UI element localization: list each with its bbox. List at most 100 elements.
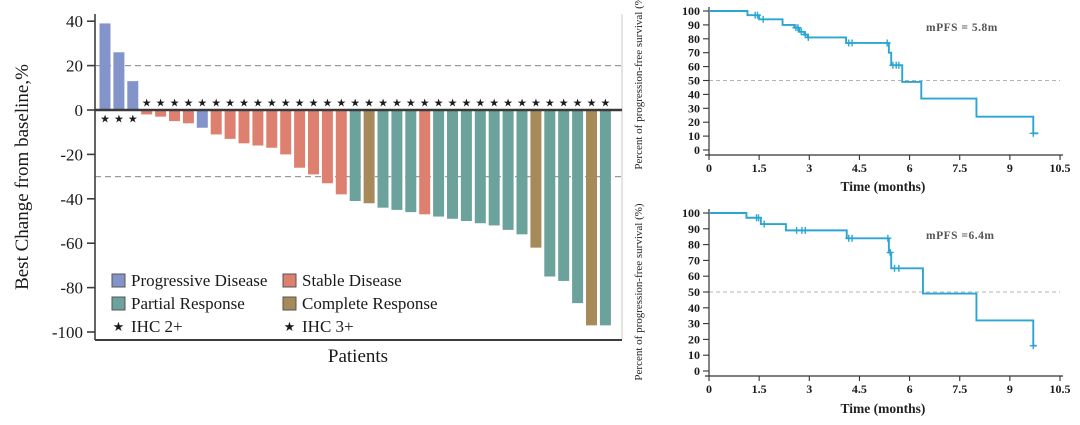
y-tick-label: 40 xyxy=(688,87,700,101)
legend-star-icon: ★ xyxy=(113,319,125,334)
ihc3-star-icon: ★ xyxy=(475,98,485,110)
ihc2-star-icon: ★ xyxy=(420,98,430,110)
ihc2-star-icon: ★ xyxy=(406,98,416,110)
bar-stable_disease xyxy=(321,110,333,184)
ihc3-star-icon: ★ xyxy=(600,98,610,110)
y-tick-label: 40 xyxy=(688,301,700,315)
bar-stable_disease xyxy=(238,110,250,144)
bar-partial_response xyxy=(447,110,458,219)
bar-partial_response xyxy=(572,110,584,304)
ihc3-star-icon: ★ xyxy=(559,98,569,110)
y-tick-label: -100 xyxy=(52,323,83,342)
y-tick-label: 60 xyxy=(688,269,700,283)
x-tick-label: 10.5 xyxy=(1050,161,1071,175)
bar-complete_response xyxy=(363,110,375,204)
x-tick-label: 7.5 xyxy=(952,382,967,396)
y-tick-label: 80 xyxy=(688,238,700,252)
x-tick-label: 9 xyxy=(1007,382,1013,396)
y-tick-label: 100 xyxy=(682,206,700,220)
y-tick-label: 40 xyxy=(66,12,83,31)
waterfall-y-axis-label: Best Change from baseline,% xyxy=(12,64,33,290)
x-tick-label: 1.5 xyxy=(752,382,767,396)
legend-label: Complete Response xyxy=(302,294,438,313)
legend-label: Partial Response xyxy=(131,294,245,313)
bar-complete_response xyxy=(586,110,597,326)
ihc2-star-icon: ★ xyxy=(434,98,444,110)
waterfall-x-axis-label: Patients xyxy=(328,346,388,367)
x-tick-label: 6 xyxy=(907,382,913,396)
ihc2-star-icon: ★ xyxy=(364,98,374,110)
ihc3-star-icon: ★ xyxy=(350,98,360,110)
km-top-x-axis-label: Time (months) xyxy=(841,179,926,194)
ihc3-star-icon: ★ xyxy=(156,98,166,110)
ihc2-star-icon: ★ xyxy=(142,98,152,110)
ihc2-star-icon: ★ xyxy=(197,98,207,110)
bar-partial_response xyxy=(488,110,500,226)
x-tick-label: 3 xyxy=(806,161,812,175)
y-tick-label: 100 xyxy=(682,4,700,18)
bar-partial_response xyxy=(502,110,514,230)
bar-stable_disease xyxy=(141,110,153,115)
legend-swatch-progressive_disease xyxy=(111,273,126,288)
bar-partial_response xyxy=(349,110,361,202)
km-top-y-axis-label: Percent of progression-free survival (%) xyxy=(633,0,645,170)
ihc2-star-icon: ★ xyxy=(503,98,513,110)
legend-swatch-stable_disease xyxy=(282,273,297,288)
bar-stable_disease xyxy=(308,110,319,175)
bar-partial_response xyxy=(433,110,445,217)
ihc2-star-icon: ★ xyxy=(448,98,458,110)
ihc2-star-icon: ★ xyxy=(128,114,138,126)
ihc2-star-icon: ★ xyxy=(211,98,221,110)
y-tick-label: 30 xyxy=(688,317,700,331)
km-top-mpfs-annotation: mPFS = 5.8m xyxy=(926,22,998,34)
x-tick-label: 0 xyxy=(706,161,712,175)
y-tick-label: 60 xyxy=(688,60,700,74)
ihc2-star-icon: ★ xyxy=(392,98,402,110)
ihc2-star-icon: ★ xyxy=(267,98,277,110)
x-tick-label: 7.5 xyxy=(952,161,967,175)
bars-group xyxy=(99,23,611,326)
bar-complete_response xyxy=(530,110,542,248)
y-tick-label: 90 xyxy=(688,18,700,32)
bar-progressive_disease xyxy=(196,110,208,128)
bar-partial_response xyxy=(558,110,570,281)
y-tick-label: 70 xyxy=(688,46,700,60)
bar-stable_disease xyxy=(419,110,431,215)
y-tick-label: 50 xyxy=(688,285,700,299)
x-tick-label: 1.5 xyxy=(752,161,767,175)
x-tick-label: 6 xyxy=(907,161,913,175)
y-tick-label: 0 xyxy=(694,143,700,157)
y-tick-label: 80 xyxy=(688,32,700,46)
bar-progressive_disease xyxy=(127,81,139,110)
bar-stable_disease xyxy=(252,110,264,146)
bar-stable_disease xyxy=(335,110,347,195)
x-tick-label: 4.5 xyxy=(852,382,867,396)
x-tick-label: 3 xyxy=(806,382,812,396)
y-tick-label: 10 xyxy=(688,129,700,143)
y-tick-label: 70 xyxy=(688,253,700,267)
y-tick-label: 90 xyxy=(688,222,700,236)
ihc2-star-icon: ★ xyxy=(295,98,305,110)
bar-partial_response xyxy=(599,110,611,326)
y-tick-label: 0 xyxy=(75,101,84,120)
ihc-stars-group: ★ ★ ★★ ★ ★ ★ ★ ★ ★ ★ ★ ★ ★ ★ ★ ★ ★ ★ ★ ★ ★ ★ ★ ★ ★ ★ ★ ★ ★ ★ ★ ★ ★ ★ ★ ★ xyxy=(100,98,610,126)
ihc2-star-icon: ★ xyxy=(517,98,527,110)
waterfall-chart: ★ ★ ★★ ★ ★ ★ ★ ★ ★ ★ ★ ★ ★ ★ ★ ★ ★ ★ ★ ★ ★ ★ ★ ★ ★ ★ ★ ★ ★ ★ ★ ★ ★ ★ ★ ★402… xyxy=(12,12,623,367)
ihc2-star-icon: ★ xyxy=(378,98,388,110)
ihc2-star-icon: ★ xyxy=(573,98,583,110)
km-bottom-y-axis-label: Percent of progression-free survival (%) xyxy=(633,203,645,380)
bar-partial_response xyxy=(544,110,556,277)
y-tick-label: 20 xyxy=(66,57,83,76)
ihc2-star-icon: ★ xyxy=(114,114,124,126)
bar-partial_response xyxy=(460,110,472,221)
km-bottom-mpfs-annotation: mPFS =6.4m xyxy=(926,230,994,242)
ihc2-star-icon: ★ xyxy=(322,98,332,110)
y-tick-label: -40 xyxy=(60,190,83,209)
bar-stable_disease xyxy=(294,110,306,168)
legend-label: IHC 3+ xyxy=(302,317,354,336)
x-tick-label: 4.5 xyxy=(852,161,867,175)
y-tick-label: 10 xyxy=(688,348,700,362)
